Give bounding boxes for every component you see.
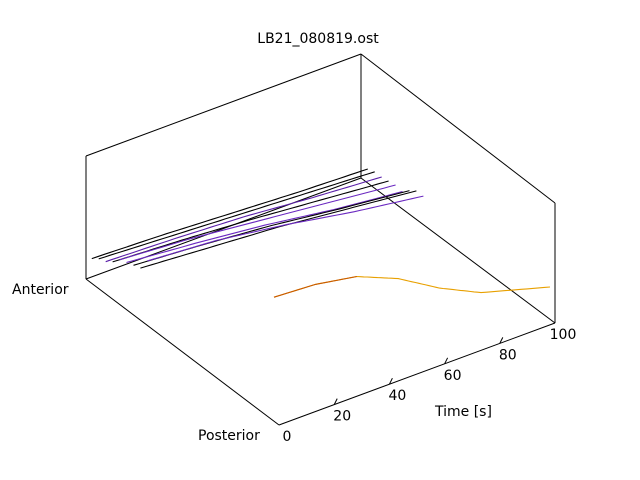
series-trace-9	[147, 195, 424, 262]
frame-left-floor-edge	[85, 278, 280, 426]
frame-back-bottom-edge	[85, 177, 362, 280]
frame-back-top-edge	[85, 53, 362, 157]
time-tick-mark-40	[388, 377, 393, 385]
series-trace-8	[140, 190, 417, 269]
series-trace-1	[91, 168, 368, 260]
series-trace-10	[273, 275, 551, 298]
time-tick-label-40: 40	[388, 388, 406, 404]
time-tick-mark-60	[444, 357, 449, 365]
time-axis-line	[278, 322, 556, 426]
time-tick-label-80: 80	[499, 347, 517, 363]
chart-title: LB21_080819.ost	[257, 31, 379, 47]
time-tick-mark-80	[499, 337, 504, 344]
time-tick-mark-20	[333, 398, 338, 405]
time-axis-label: Time [s]	[434, 404, 492, 420]
time-tick-label-20: 20	[333, 409, 351, 425]
frame-right-top-edge	[360, 53, 556, 204]
time-tick-label-60: 60	[444, 368, 462, 384]
time-tick-label-100: 100	[550, 327, 577, 343]
series-trace-2	[98, 171, 375, 260]
time-tick-label-0: 0	[283, 429, 292, 445]
time-axis-ticks: 0 20 40 60 80 100	[283, 327, 577, 445]
series-trace-peak-segment	[273, 275, 357, 298]
depth-front-label: Posterior	[198, 428, 260, 444]
plot-frame	[85, 53, 556, 426]
series-trace-6	[126, 190, 403, 264]
series-trace-3	[105, 176, 382, 263]
series-trace-5	[119, 184, 396, 261]
frame-right-bottom-edge	[360, 177, 556, 324]
series-trace-4	[112, 180, 389, 263]
trace-group	[91, 168, 551, 298]
depth-back-label: Anterior	[12, 282, 69, 298]
